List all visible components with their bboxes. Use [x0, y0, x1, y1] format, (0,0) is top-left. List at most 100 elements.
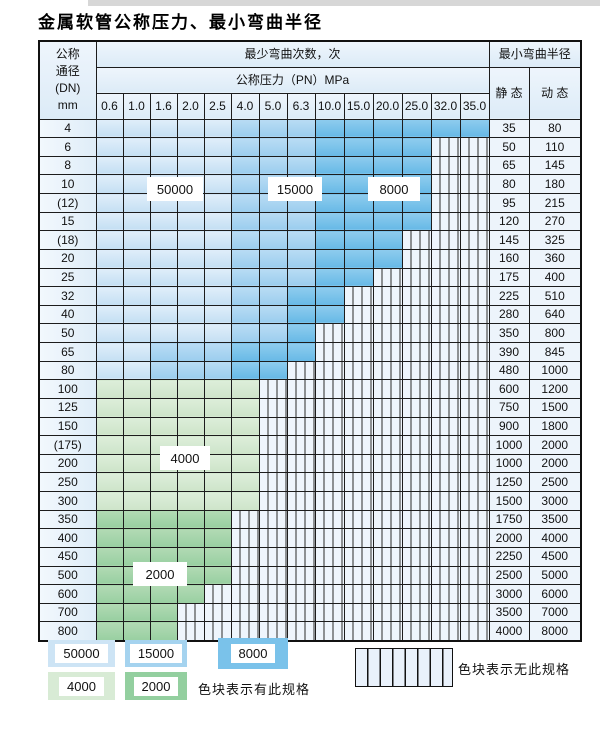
pressure-value-header: 2.5	[203, 92, 232, 120]
spec-cell-50000	[149, 323, 178, 343]
spec-cell-50000	[95, 155, 124, 176]
no-spec-cell	[430, 546, 461, 567]
spec-cell-50000	[95, 342, 124, 362]
no-spec-cell	[343, 528, 374, 548]
spec-cell-50000	[122, 304, 151, 325]
spec-cell-8000	[343, 248, 374, 269]
no-spec-cell	[286, 509, 316, 530]
dn-cell: 200	[38, 453, 97, 474]
spec-cell-15000	[230, 155, 260, 176]
dn-cell: 600	[38, 584, 97, 604]
spec-cell-2000	[176, 528, 205, 548]
static-radius-cell: 2500	[488, 565, 530, 586]
spec-cell-15000	[258, 155, 288, 176]
static-radius-cell: 3500	[488, 602, 530, 623]
pressure-value-header: 35.0	[459, 92, 490, 120]
dn-cell: (18)	[38, 230, 97, 250]
static-radius-cell: 1000	[488, 435, 530, 455]
spec-cell-8000	[401, 155, 432, 176]
no-spec-cell	[430, 137, 461, 157]
dn-cell: 100	[38, 379, 97, 399]
spec-cell-4000	[230, 453, 260, 474]
no-spec-cell	[286, 621, 316, 641]
static-radius-cell: 80	[488, 174, 530, 194]
no-spec-cell	[459, 342, 490, 362]
spec-cell-50000	[95, 323, 124, 343]
no-spec-cell	[286, 565, 316, 586]
dynamic-radius-cell: 3000	[528, 491, 582, 511]
spec-cell-15000	[258, 286, 288, 306]
spec-cell-50000	[176, 286, 205, 306]
no-spec-cell	[258, 435, 288, 455]
spec-cell-8000	[314, 137, 345, 157]
static-radius-cell: 50	[488, 137, 530, 157]
pressure-values-row: 0.6 1.0 1.6 2.0 2.5 4.0 5.0 6.3 10.0 15.0 20.0 25.0…	[39, 92, 581, 120]
no-spec-cell	[430, 584, 461, 604]
no-spec-cell	[286, 453, 316, 474]
no-spec-cell	[459, 528, 490, 548]
dn-cell: 25	[38, 267, 97, 288]
no-spec-cell	[372, 342, 403, 362]
no-spec-cell	[343, 453, 374, 474]
no-spec-cell	[459, 155, 490, 176]
spec-cell-50000	[95, 286, 124, 306]
spec-cell-2000	[122, 584, 151, 604]
no-spec-cell	[314, 453, 345, 474]
pressure-value-header: 1.0	[122, 92, 151, 120]
spec-cell-50000	[149, 155, 178, 176]
dn-cell: 400	[38, 528, 97, 548]
no-spec-cell	[286, 546, 316, 567]
spec-cell-50000	[149, 304, 178, 325]
spec-cell-2000	[176, 584, 205, 604]
spec-cell-50000	[122, 286, 151, 306]
no-spec-cell	[372, 416, 403, 437]
no-spec-cell	[286, 379, 316, 399]
no-spec-cell	[459, 211, 490, 232]
no-spec-cell	[430, 472, 461, 492]
spec-cell-50000	[122, 174, 151, 194]
spec-cell-4000	[203, 416, 232, 437]
no-spec-cell	[430, 416, 461, 437]
spec-cell-15000	[230, 267, 260, 288]
table-row: 200 1000 2000	[38, 453, 582, 474]
spec-cell-50000	[95, 267, 124, 288]
no-spec-cell	[401, 416, 432, 437]
dynamic-radius-cell: 400	[528, 267, 582, 288]
static-radius-cell: 480	[488, 360, 530, 381]
spec-cell-8000	[286, 304, 316, 325]
dynamic-radius-cell: 2000	[528, 435, 582, 455]
no-spec-cell	[286, 491, 316, 511]
no-spec-cell	[459, 602, 490, 623]
no-spec-cell	[230, 546, 260, 567]
static-radius-cell: 95	[488, 193, 530, 213]
table-row: 32 225 510	[38, 286, 582, 306]
spec-cell-15000	[286, 267, 316, 288]
spec-cell-8000	[372, 118, 403, 139]
table-row: 400 2000 4000	[38, 528, 582, 548]
no-spec-cell	[372, 509, 403, 530]
spec-cell-50000	[203, 211, 232, 232]
spec-cell-8000	[343, 155, 374, 176]
table-row: 700 3500 7000	[38, 602, 582, 623]
spec-cell-8000	[230, 342, 260, 362]
spec-cell-50000	[203, 286, 232, 306]
no-spec-cell	[401, 267, 432, 288]
dn-header-line: 公称	[55, 47, 80, 62]
no-spec-cell	[314, 360, 345, 381]
no-spec-cell	[401, 565, 432, 586]
no-spec-cell	[430, 267, 461, 288]
spec-cell-50000	[122, 230, 151, 250]
no-spec-cell	[258, 546, 288, 567]
spec-cell-50000	[149, 248, 178, 269]
no-spec-cell	[343, 360, 374, 381]
no-spec-cell	[258, 453, 288, 474]
spec-cell-8000	[314, 304, 345, 325]
no-spec-cell	[203, 584, 232, 604]
spec-cell-50000	[122, 137, 151, 157]
no-spec-cell	[286, 584, 316, 604]
no-spec-cell	[430, 453, 461, 474]
dn-cell: (12)	[38, 193, 97, 213]
no-spec-cell	[176, 602, 205, 623]
dynamic-radius-cell: 2000	[528, 453, 582, 474]
